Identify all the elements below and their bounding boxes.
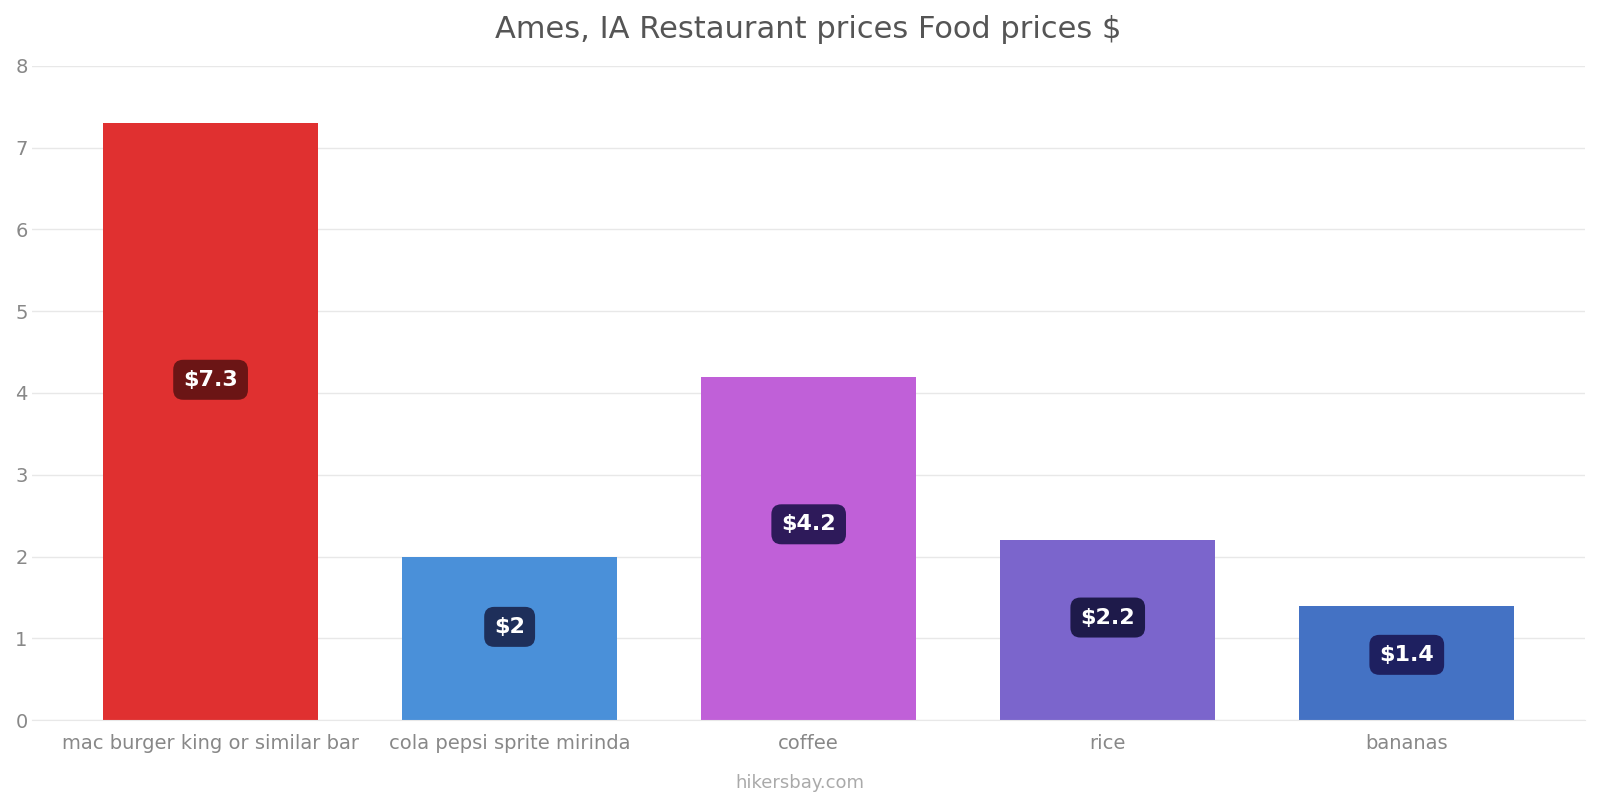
Text: $7.3: $7.3 xyxy=(184,370,238,390)
Bar xyxy=(1000,540,1216,720)
Text: $2.2: $2.2 xyxy=(1080,607,1134,627)
Bar xyxy=(701,377,917,720)
Text: $4.2: $4.2 xyxy=(781,514,835,534)
Bar xyxy=(102,123,318,720)
Bar xyxy=(402,557,618,720)
Text: hikersbay.com: hikersbay.com xyxy=(736,774,864,792)
Title: Ames, IA Restaurant prices Food prices $: Ames, IA Restaurant prices Food prices $ xyxy=(496,15,1122,44)
Bar xyxy=(1299,606,1515,720)
Text: $2: $2 xyxy=(494,617,525,637)
Text: $1.4: $1.4 xyxy=(1379,645,1434,665)
